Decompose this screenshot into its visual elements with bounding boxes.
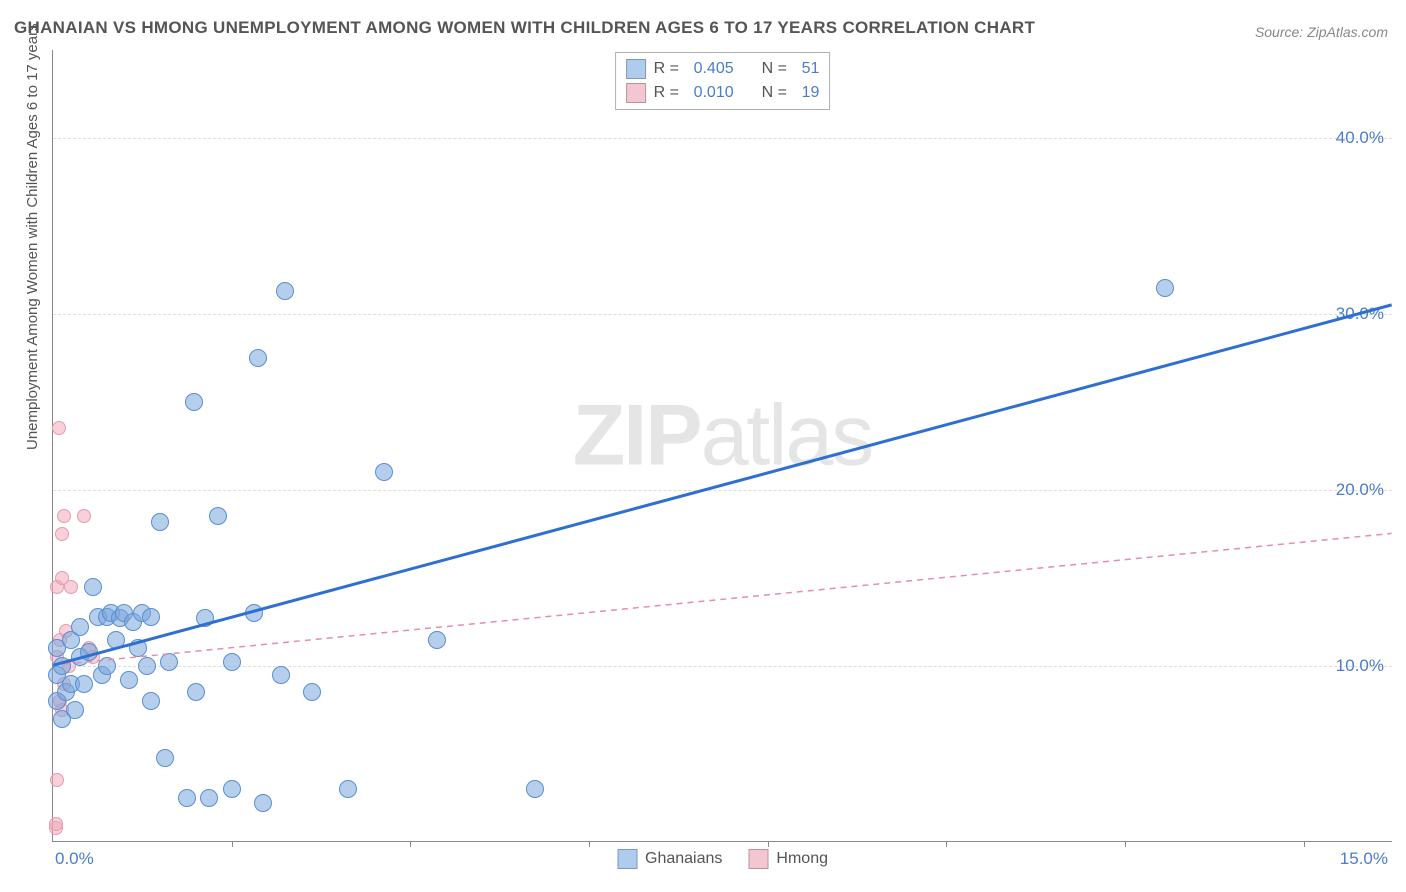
r-label: R =: [654, 57, 686, 81]
swatch-ghanaians: [617, 849, 637, 869]
plot-area: ZIPatlas R = 0.405 N = 51 R = 0.010 N = …: [52, 50, 1392, 842]
n-label: N =: [762, 57, 794, 81]
swatch-hmong: [626, 83, 646, 103]
legend-row-hmong: R = 0.010 N = 19: [626, 81, 820, 105]
swatch-ghanaians: [626, 59, 646, 79]
n-value-hmong: 19: [802, 81, 820, 105]
swatch-hmong: [748, 849, 768, 869]
x-tick-label-min: 0.0%: [55, 849, 94, 869]
x-tick: [946, 841, 947, 847]
x-tick: [589, 841, 590, 847]
legend-label-hmong: Hmong: [776, 850, 828, 868]
x-tick: [410, 841, 411, 847]
trendline-ghanaians: [53, 305, 1391, 665]
legend-label-ghanaians: Ghanaians: [645, 850, 722, 868]
r-label: R =: [654, 81, 686, 105]
n-label: N =: [762, 81, 794, 105]
legend-row-ghanaians: R = 0.405 N = 51: [626, 57, 820, 81]
y-axis-label: Unemployment Among Women with Children A…: [24, 23, 41, 450]
legend-correlation: R = 0.405 N = 51 R = 0.010 N = 19: [615, 52, 831, 110]
x-tick: [768, 841, 769, 847]
trend-lines: [53, 50, 1392, 841]
n-value-ghanaians: 51: [802, 57, 820, 81]
x-tick: [1304, 841, 1305, 847]
legend-item-hmong: Hmong: [748, 849, 828, 869]
r-value-ghanaians: 0.405: [694, 57, 734, 81]
x-tick-label-max: 15.0%: [1340, 849, 1388, 869]
x-tick: [1125, 841, 1126, 847]
legend-series: Ghanaians Hmong: [617, 849, 828, 869]
source-label: Source: ZipAtlas.com: [1255, 24, 1388, 40]
x-tick: [232, 841, 233, 847]
r-value-hmong: 0.010: [694, 81, 734, 105]
chart-title: GHANAIAN VS HMONG UNEMPLOYMENT AMONG WOM…: [14, 18, 1035, 38]
legend-item-ghanaians: Ghanaians: [617, 849, 722, 869]
trendline-hmong: [53, 533, 1391, 665]
